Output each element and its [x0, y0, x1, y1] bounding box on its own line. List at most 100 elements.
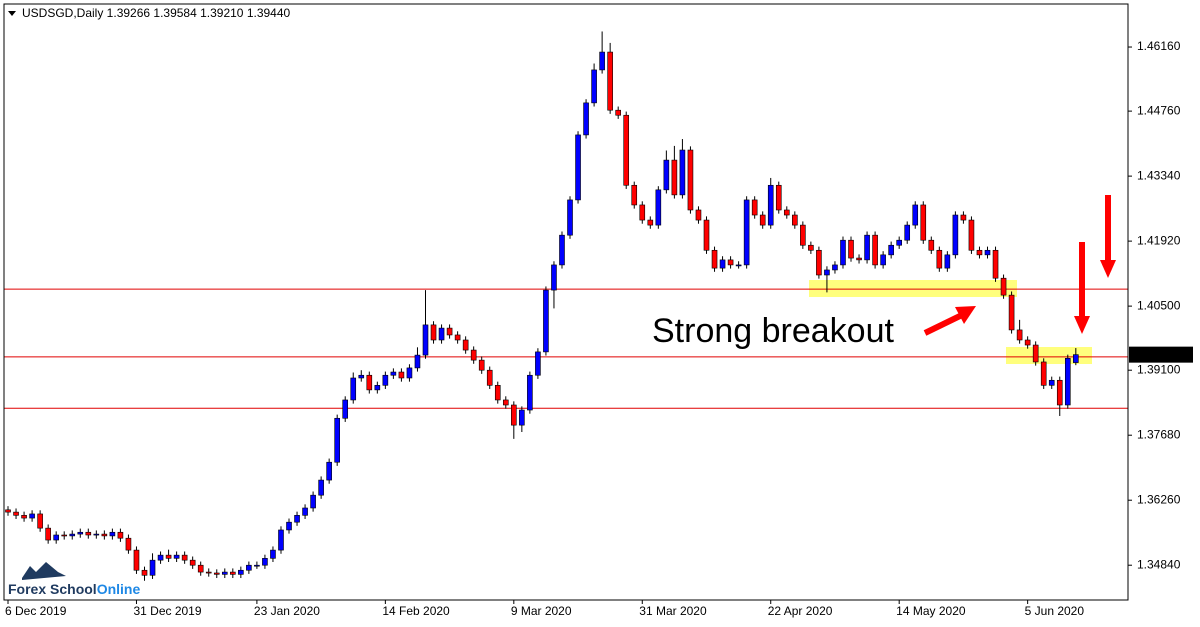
x-tick-label: 23 Jan 2020 — [254, 604, 320, 618]
candle-body — [262, 558, 268, 566]
candle-body — [117, 531, 124, 539]
x-tick-label: 31 Mar 2020 — [639, 604, 707, 618]
candle-body — [422, 324, 429, 356]
candle-body — [1064, 358, 1071, 406]
candle-body — [390, 371, 397, 376]
y-tick-label: 1.41920 — [1137, 233, 1181, 247]
candle-body — [912, 204, 919, 226]
candle-body — [864, 234, 870, 261]
candle-body — [1024, 339, 1031, 346]
candle-body — [101, 533, 108, 537]
annotation: Strong breakout — [652, 312, 894, 350]
candle-body — [623, 114, 630, 186]
candle-body — [246, 564, 252, 571]
candle-body — [77, 531, 84, 535]
candle-body — [615, 109, 621, 116]
candle-body — [1008, 294, 1015, 331]
candle-body — [1016, 329, 1023, 341]
candle-body — [470, 349, 477, 361]
candle-body — [454, 334, 461, 341]
candle-body — [591, 69, 597, 104]
candle-body — [133, 549, 140, 571]
candle-body — [711, 249, 718, 269]
y-tick-label: 1.43340 — [1137, 168, 1181, 182]
candle-body — [848, 239, 854, 259]
candle-body — [888, 244, 894, 256]
candle-body — [197, 564, 204, 573]
candle-body — [374, 385, 381, 391]
candle-body — [230, 571, 236, 575]
candle-body — [992, 249, 999, 279]
candle-body — [599, 51, 605, 71]
candle-body — [398, 371, 405, 379]
candle-body — [952, 214, 959, 256]
candle-body — [527, 374, 533, 411]
candle-body — [278, 529, 284, 551]
candle-body — [559, 234, 565, 266]
candle-body — [928, 239, 935, 251]
y-tick-label: 1.46160 — [1137, 39, 1181, 53]
plot-frame — [3, 3, 1129, 601]
candle-body — [69, 533, 76, 537]
candle-body — [647, 219, 654, 226]
candle-body — [968, 219, 975, 251]
candle-body — [759, 214, 766, 226]
candle-body — [125, 537, 132, 551]
arrow-head — [1100, 260, 1116, 278]
candle-body — [920, 204, 927, 241]
candles — [5, 31, 1079, 581]
candle-body — [904, 224, 911, 241]
candle-body — [213, 572, 220, 575]
price-label: 1.39440 — [1137, 347, 1181, 361]
arrows — [923, 195, 1116, 336]
candle-body — [310, 494, 316, 509]
candle-body — [382, 374, 389, 386]
candle-body — [856, 257, 862, 261]
candle-body — [181, 554, 188, 561]
candle-body — [551, 264, 557, 291]
candle-body — [5, 509, 11, 513]
candle-body — [751, 199, 758, 216]
y-tick-label: 1.36260 — [1137, 492, 1181, 506]
candle-body — [205, 571, 212, 574]
candle-body — [366, 374, 373, 391]
candle-body — [238, 569, 244, 575]
candle-body — [687, 149, 694, 211]
candle-body — [984, 249, 991, 256]
candle-body — [1000, 277, 1007, 296]
candle-body — [13, 511, 19, 516]
candle-body — [286, 521, 292, 531]
candle-body — [109, 531, 116, 537]
axes: 1.46160 1.44760 1.43340 1.41920 1.40500 1.391… — [5, 39, 1193, 618]
candle-body — [976, 249, 983, 256]
candle-body — [631, 184, 638, 206]
candle-body — [840, 239, 846, 266]
logo-text: Forex SchoolOnline — [8, 581, 140, 597]
candle-body — [1073, 354, 1079, 363]
candle-body — [719, 259, 726, 269]
arrow-head — [1074, 316, 1090, 334]
x-tick-label: 31 Dec 2019 — [133, 604, 201, 618]
candle-body — [816, 249, 822, 276]
candle-body — [679, 149, 686, 196]
candle-body — [663, 159, 670, 191]
candle-body — [1032, 344, 1039, 363]
highlight-zone — [809, 280, 1017, 297]
candle-body — [639, 204, 646, 221]
candle-body — [29, 513, 35, 519]
candle-body — [800, 224, 806, 246]
candle-body — [880, 254, 886, 266]
candle-body — [535, 351, 541, 376]
price-label-box — [1129, 346, 1193, 363]
candle-body — [575, 134, 581, 201]
candle-body — [775, 184, 782, 211]
arrow — [923, 312, 964, 336]
logo: Forex SchoolOnline — [8, 562, 140, 597]
y-tick-label: 1.34840 — [1137, 557, 1181, 571]
candle-body — [519, 409, 525, 426]
candle-body — [872, 234, 878, 266]
candle-body — [318, 479, 324, 496]
